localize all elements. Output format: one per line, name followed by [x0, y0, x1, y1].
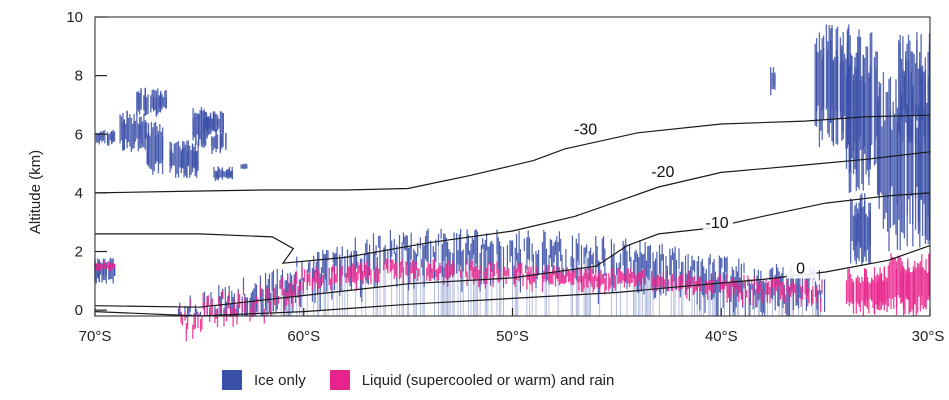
legend: Ice only Liquid (supercooled or warm) an…: [222, 368, 638, 392]
ice-region-4: [169, 140, 199, 179]
isotherm-label-bg-0: [786, 261, 817, 279]
legend-label-ice: Ice only: [254, 371, 306, 389]
x-tick-label-30°S: 30°S: [912, 328, 945, 345]
ice-region-13: [845, 28, 878, 193]
x-tick-label-40°S: 40°S: [705, 328, 738, 345]
isotherm--20: [95, 151, 931, 264]
y-tick-label-6: 6: [75, 126, 83, 143]
y-tick-label-10: 10: [66, 9, 83, 26]
y-axis-title: Altitude (km): [27, 150, 44, 234]
isotherm-label--20: -20: [651, 164, 674, 181]
legend-swatch-ice: [222, 370, 242, 390]
ice-region-3: [146, 121, 164, 175]
isotherm-label-bg--20: [648, 164, 679, 182]
ice-region-1: [119, 110, 148, 152]
ice-region-12: [814, 24, 851, 149]
isotherm-label-bg--10: [703, 216, 734, 234]
low-level-cloud-band: [177, 228, 826, 342]
liquid-region-1: [845, 266, 888, 316]
isotherm-label-bg--30: [571, 122, 602, 140]
ice-region-9: [240, 163, 248, 170]
axes: 0 2 4 6 8 10 70°S 60°S 50°S 40°S 30°S: [66, 9, 944, 345]
isotherm-label-0: 0: [796, 260, 805, 277]
y-tick-label-0: 0: [75, 302, 83, 319]
isotherm-lines: [94, 114, 931, 317]
legend-swatch-liquid: [329, 370, 350, 390]
ice-region-16: [898, 32, 931, 148]
ice-region-14: [850, 193, 871, 266]
isotherm-label--10: -10: [706, 215, 729, 232]
ice-region-6: [202, 111, 224, 135]
ice-region-0: [95, 129, 116, 146]
x-tick-label-70°S: 70°S: [79, 328, 112, 345]
liquid-region-0: [94, 261, 116, 272]
legend-item-liquid: Liquid (supercooled or warm) and rain: [329, 370, 615, 390]
x-tick-label-60°S: 60°S: [287, 328, 320, 345]
isotherm--30: [94, 114, 931, 194]
y-tick-label-2: 2: [75, 244, 83, 261]
liquid-region-2: [887, 253, 930, 316]
plot-area: [94, 24, 931, 342]
isotherm--10: [94, 192, 931, 308]
legend-item-ice: Ice only: [222, 370, 306, 390]
ice-region-7: [211, 129, 227, 155]
isotherm-label--30: -30: [574, 121, 597, 138]
ice-region-8: [213, 166, 233, 182]
y-tick-label-8: 8: [75, 68, 83, 85]
ice-region-2: [136, 87, 167, 117]
x-tick-label-50°S: 50°S: [496, 328, 529, 345]
isotherm-0: [94, 245, 931, 317]
y-tick-label-4: 4: [75, 185, 83, 202]
liquid-and-rain-region: [94, 253, 930, 316]
legend-label-liquid: Liquid (supercooled or warm) and rain: [361, 371, 615, 389]
ice-region-5: [192, 106, 210, 148]
ice-region-11: [770, 67, 776, 96]
contour-labels: -30 -20 -10 0: [571, 121, 817, 279]
